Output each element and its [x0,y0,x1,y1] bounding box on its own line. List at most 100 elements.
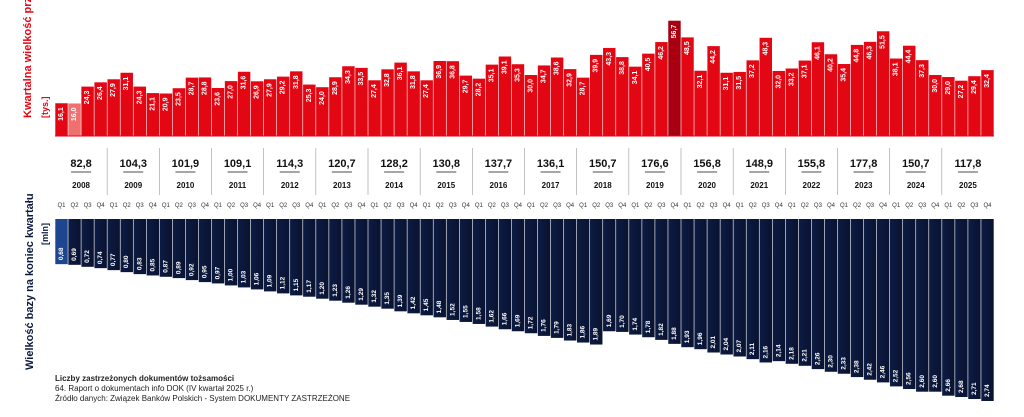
bottom-bar-label: 2,60 [919,375,926,388]
top-bar-label: 38,1 [893,62,900,76]
quarter-label: Q4 [305,203,314,209]
bottom-bar [863,219,877,380]
top-bar [603,47,616,136]
top-bar-label: 31,1 [723,77,730,91]
bottom-bar [329,219,342,301]
top-bar [759,37,772,136]
bottom-bar [876,219,890,383]
year-label: 2016 [490,181,508,190]
bottom-bar-label: 2,68 [958,380,965,393]
quarter-label: Q2 [853,203,862,209]
bottom-bar-label: 1,83 [567,324,574,337]
top-bar [968,76,981,136]
top-bar-label: 36,8 [449,65,456,79]
year-label: 2014 [385,181,403,190]
bottom-bar [237,219,251,288]
bottom-bar-label: 2,21 [801,349,808,362]
year-total: 130,8 [432,158,460,170]
bottom-bar [903,219,916,390]
quarter-label: Q2 [697,203,706,209]
quarter-label: Q3 [240,203,249,209]
year-total: 104,3 [119,158,147,170]
quarter-label: Q2 [749,203,758,209]
bottom-bar-label: 1,89 [593,328,600,341]
quarter-label: Q3 [814,203,823,209]
year-label: 2024 [907,181,925,190]
bottom-bar-label: 0,69 [71,248,78,261]
bottom-bar-label: 2,38 [854,360,861,373]
bottom-bar-label: 1,48 [436,300,443,313]
bottom-bar-label: 1,70 [619,315,626,328]
bottom-bar [850,219,864,378]
quarter-label: Q4 [618,203,627,209]
quarter-label: Q4 [253,203,262,209]
bottom-bar-label: 2,66 [945,379,952,392]
top-bar [407,71,420,136]
quarter-label: Q3 [188,203,197,209]
bottom-bar [616,219,629,332]
bottom-bar [968,219,981,400]
bottom-bar [394,219,407,312]
top-bar [629,66,642,136]
top-bar [876,31,890,136]
bottom-bar [511,219,525,332]
bottom-bar-label: 2,71 [971,382,978,395]
top-bar-label: 44,8 [854,49,861,63]
bottom-bar [133,219,146,275]
bottom-bar [642,219,655,338]
top-bar-label: 31,6 [241,76,248,90]
top-bar-label: 32,0 [775,75,782,89]
top-bar [120,72,133,136]
bottom-bar-label: 2,33 [841,357,848,370]
bottom-bar [172,219,186,279]
top-bar-label: 28,7 [580,82,587,96]
top-bar [837,64,851,136]
top-bar-label: 33,2 [788,72,795,86]
year-label: 2012 [281,181,299,190]
quarter-label: Q1 [266,203,275,209]
year-total: 136,1 [537,158,565,170]
bottom-bar [798,219,812,366]
footer-source: Źródło danych: Związek Banków Polskich -… [55,394,351,403]
bottom-bar [224,219,238,286]
quarter-label: Q1 [736,203,745,209]
quarter-label: Q3 [397,203,406,209]
bottom-bar-label: 1,74 [632,318,639,331]
bottom-bar-label: 2,74 [984,384,991,397]
quarter-label: Q3 [918,203,927,209]
top-bar-label: 32,9 [567,73,574,87]
bottom-bar-label: 1,26 [345,286,352,299]
quarter-label: Q4 [97,203,106,209]
year-label: 2025 [959,181,977,190]
bottom-bar-label: 1,86 [580,326,587,339]
top-bar [616,57,629,136]
top-bar-label: 31,5 [736,76,743,90]
top-bar-label: 24,0 [319,91,326,105]
bottom-bar [955,219,968,398]
top-bar-label: 29,4 [971,80,978,94]
top-bar-label: 27,2 [958,85,965,99]
bottom-bar-label: 1,42 [410,296,417,309]
bottom-bar-label: 1,15 [293,278,300,291]
quarter-label: Q2 [957,203,966,209]
quarter-label: Q2 [905,203,914,209]
bottom-bar [68,219,81,265]
bottom-bar-label: 0,92 [188,263,195,276]
bottom-bar [368,219,381,307]
top-bar-label: 27,9 [110,83,117,97]
quarter-label: Q2 [592,203,601,209]
top-bar [68,103,81,136]
quarter-label: Q4 [462,203,471,209]
top-bar [316,87,329,136]
top-bar [498,56,512,136]
quarter-label: Q1 [579,203,588,209]
top-bar-label: 43,3 [606,52,613,66]
quarter-label: Q3 [605,203,614,209]
footer-report: 64. Raport o dokumentach info DOK (IV kw… [55,384,254,393]
quarter-label: Q1 [944,203,953,209]
year-label: 2015 [437,181,455,190]
top-bar-label: 21,1 [149,97,156,111]
year-label: 2008 [72,181,90,190]
year-total: 128,2 [380,158,408,170]
